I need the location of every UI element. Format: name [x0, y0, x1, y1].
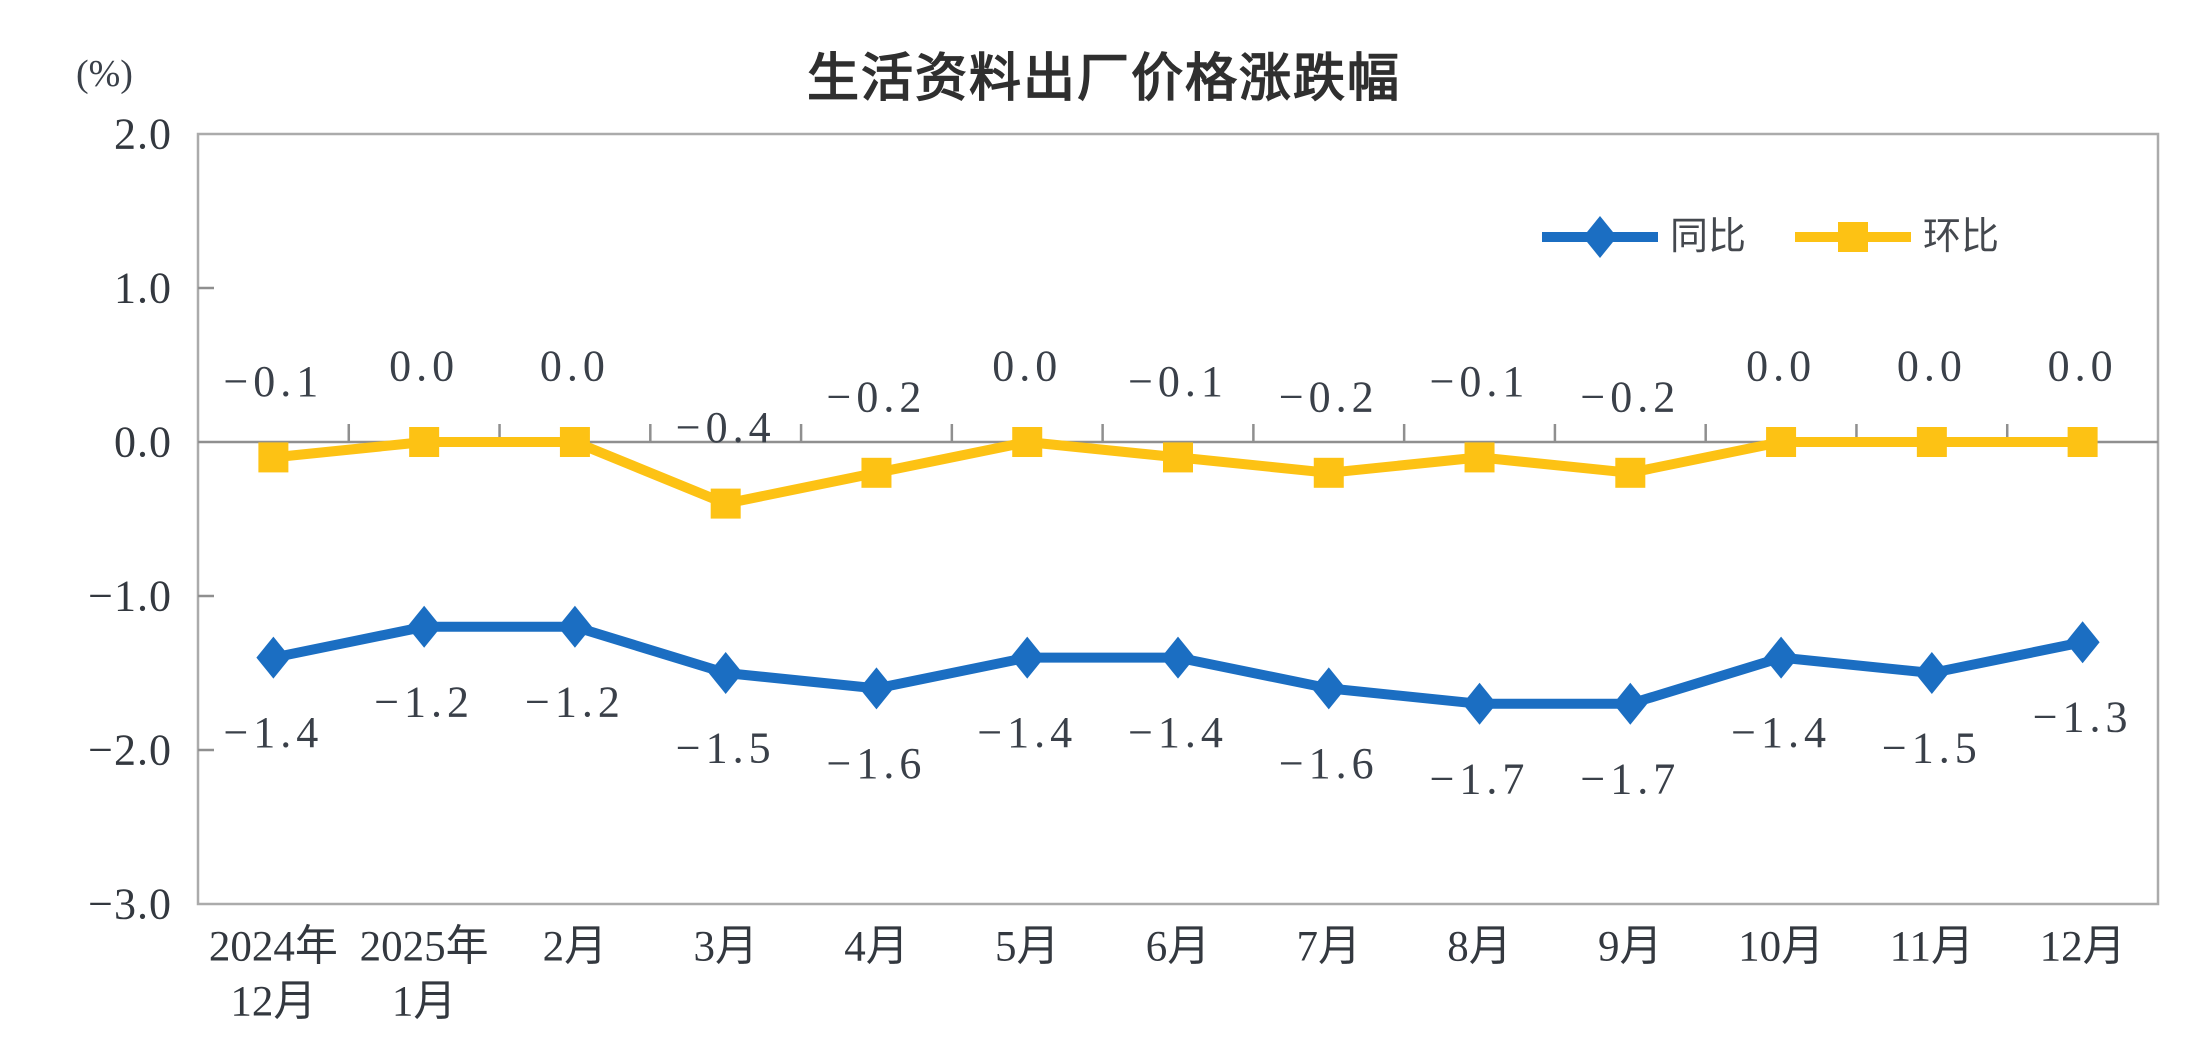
data-label-tongbi: −1.5 [1882, 724, 1982, 773]
series-marker-huanbi [1012, 427, 1043, 457]
series-marker-tongbi [1764, 636, 1799, 679]
legend-marker-tongbi [1583, 216, 1617, 258]
data-label-tongbi: −1.5 [676, 724, 776, 773]
series-marker-tongbi [1311, 667, 1346, 710]
data-label-tongbi: −1.7 [1430, 754, 1530, 803]
data-label-tongbi: −1.2 [525, 677, 625, 726]
legend-label-huanbi: 环比 [1923, 216, 1999, 258]
chart-title: 生活资料出厂价格涨跌幅 [806, 50, 1401, 108]
series-marker-huanbi [1916, 427, 1947, 457]
data-label-huanbi: −0.2 [827, 372, 927, 421]
series-marker-huanbi [1313, 457, 1344, 488]
data-label-huanbi: 0.0 [389, 342, 459, 391]
y-tick-label: 1.0 [114, 264, 172, 313]
series-marker-huanbi [258, 442, 289, 473]
legend-marker-huanbi [1838, 222, 1868, 252]
series-marker-huanbi [1615, 457, 1646, 488]
x-tick-label: 12月 [230, 979, 316, 1026]
data-label-tongbi: −1.4 [1731, 708, 1831, 757]
data-label-huanbi: −0.1 [223, 357, 323, 406]
x-tick-label: 2月 [543, 924, 608, 971]
series-marker-huanbi [861, 457, 892, 488]
data-label-tongbi: −1.4 [223, 708, 323, 757]
x-tick-label: 8月 [1447, 924, 1512, 971]
data-label-huanbi: −0.1 [1430, 357, 1530, 406]
series-marker-huanbi [559, 427, 590, 457]
data-label-huanbi: 0.0 [992, 342, 1062, 391]
x-tick-label: 9月 [1598, 924, 1663, 971]
series-marker-tongbi [859, 667, 894, 710]
series-marker-tongbi [557, 605, 592, 648]
x-tick-label: 5月 [995, 924, 1060, 971]
x-tick-label: 3月 [693, 924, 758, 971]
series-marker-tongbi [1914, 652, 1949, 694]
y-axis-unit-label: (%) [76, 53, 133, 95]
data-label-tongbi: −1.6 [827, 739, 927, 788]
y-tick-label: −1.0 [88, 572, 172, 621]
series-marker-huanbi [1163, 442, 1193, 473]
series-marker-huanbi [2067, 427, 2098, 457]
series-marker-huanbi [1766, 427, 1797, 457]
series-marker-tongbi [407, 605, 442, 648]
series-marker-huanbi [1464, 442, 1495, 473]
legend-label-tongbi: 同比 [1670, 216, 1746, 258]
data-label-huanbi: −0.2 [1279, 372, 1379, 421]
series-marker-tongbi [256, 636, 291, 679]
data-label-huanbi: 0.0 [1897, 342, 1967, 391]
series-marker-tongbi [708, 652, 743, 694]
x-tick-label: 11月 [1890, 924, 1974, 971]
x-tick-label: 7月 [1297, 924, 1362, 971]
plot-border [196, 132, 2160, 906]
y-tick-label: −3.0 [88, 880, 172, 929]
data-label-huanbi: 0.0 [1746, 342, 1816, 391]
x-tick-label: 4月 [844, 924, 909, 971]
data-label-tongbi: −1.3 [2033, 693, 2133, 742]
x-tick-label: 1月 [392, 979, 457, 1026]
y-tick-label: 2.0 [114, 110, 172, 159]
data-label-tongbi: −1.6 [1279, 739, 1379, 788]
x-tick-label: 2024年 [209, 924, 338, 971]
x-tick-label: 2025年 [360, 924, 489, 971]
data-label-tongbi: −1.7 [1580, 754, 1680, 803]
series-marker-tongbi [1613, 682, 1648, 725]
data-label-huanbi: −0.4 [676, 403, 776, 452]
x-tick-label: 6月 [1146, 924, 1211, 971]
series-marker-tongbi [2065, 621, 2100, 664]
series-marker-huanbi [710, 488, 741, 519]
series-marker-huanbi [409, 427, 440, 457]
series-marker-tongbi [1010, 636, 1045, 679]
data-label-tongbi: −1.4 [977, 708, 1077, 757]
x-tick-label: 10月 [1738, 924, 1824, 971]
y-tick-label: −2.0 [88, 726, 172, 775]
data-label-tongbi: −1.2 [374, 677, 474, 726]
series-marker-tongbi [1462, 682, 1497, 725]
data-label-tongbi: −1.4 [1128, 708, 1228, 757]
data-label-huanbi: 0.0 [2048, 342, 2118, 391]
data-label-huanbi: −0.2 [1580, 372, 1680, 421]
data-label-huanbi: −0.1 [1128, 357, 1228, 406]
x-tick-label: 12月 [2040, 924, 2126, 971]
data-label-huanbi: 0.0 [540, 342, 610, 391]
y-tick-label: 0.0 [114, 418, 172, 467]
series-marker-tongbi [1161, 636, 1195, 679]
